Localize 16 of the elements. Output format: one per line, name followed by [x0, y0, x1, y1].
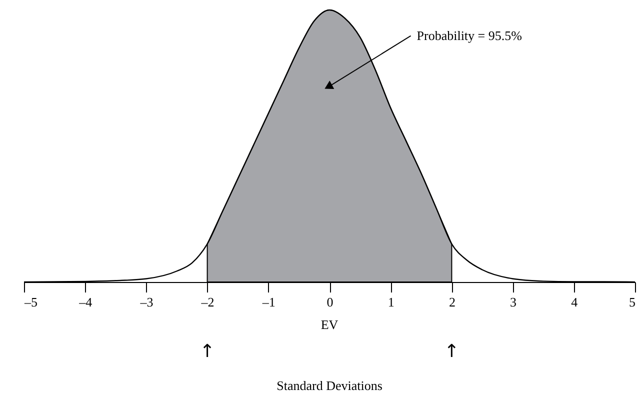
x-tick-label: –2 — [200, 294, 214, 310]
x-tick-label: 3 — [510, 294, 517, 310]
x-tick-label: 2 — [448, 294, 456, 310]
text: EV — [320, 317, 339, 332]
x-tick-label: 4 — [571, 294, 578, 310]
x-tick-label: –4 — [78, 294, 93, 310]
annotation: Probability = 95.5% — [416, 28, 522, 43]
x-tick-label: –1 — [261, 294, 276, 310]
text: ↑ — [444, 341, 460, 362]
text: Standard Deviations — [276, 378, 382, 393]
text: ↑ — [200, 341, 215, 362]
x-tick-label: 5 — [629, 294, 636, 310]
x-tick-label: 0 — [326, 294, 334, 310]
x-tick-label: 1 — [388, 294, 394, 310]
x-tick-label: –3 — [139, 294, 154, 310]
x-tick-label: –5 — [24, 294, 38, 310]
